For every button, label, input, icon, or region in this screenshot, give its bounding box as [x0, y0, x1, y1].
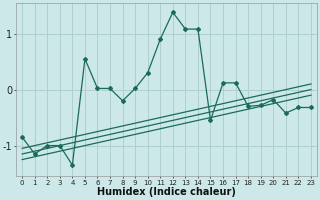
X-axis label: Humidex (Indice chaleur): Humidex (Indice chaleur)	[97, 187, 236, 197]
